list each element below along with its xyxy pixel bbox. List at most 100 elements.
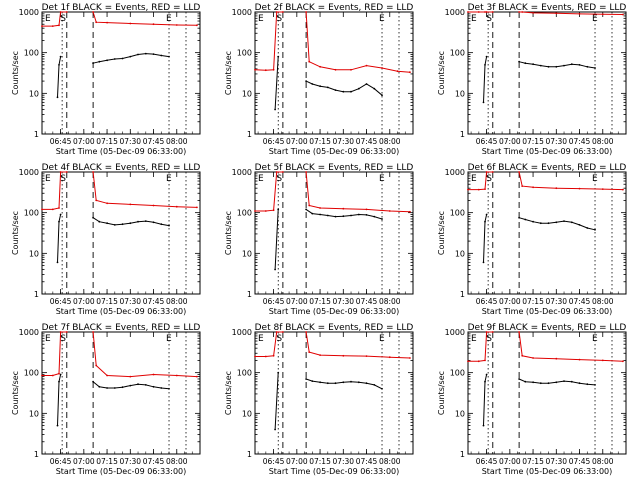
data-point (485, 171, 488, 173)
data-point (482, 261, 485, 264)
data-point (485, 55, 488, 58)
lld-series (41, 11, 198, 27)
e-marker: E (592, 14, 598, 24)
plot-frame (467, 171, 627, 295)
x-tick-label: 07:00 (286, 137, 308, 146)
data-point (578, 187, 581, 190)
data-point (311, 212, 314, 215)
x-axis-label: Start Time (05-Dec-09 06:33:00) (482, 147, 613, 156)
detector-panel: Det 5f BLACK = Events, RED = LLD 1 10 100 10… (224, 163, 414, 316)
x-tick-label: 07:15 (522, 297, 544, 306)
data-point (277, 208, 280, 211)
data-point (95, 199, 98, 202)
panel-title: Det 1f BLACK = Events, RED = LLD (42, 3, 201, 13)
data-point (539, 222, 542, 225)
x-tick-label: 07:45 (569, 137, 591, 146)
data-point (467, 11, 469, 13)
y-tick-label: 1000 (445, 328, 465, 337)
data-point (524, 218, 527, 221)
x-tick-label: 07:00 (286, 297, 308, 306)
events-series (482, 213, 596, 264)
lld-series (254, 11, 411, 74)
s-marker: S (486, 334, 492, 344)
data-point (175, 205, 178, 208)
data-point (484, 64, 486, 66)
data-point (59, 171, 62, 173)
data-point (175, 374, 178, 377)
e-marker: E (471, 174, 477, 184)
data-point (160, 54, 163, 57)
data-point (518, 60, 520, 63)
x-tick-label: 07:45 (569, 297, 591, 306)
data-point (373, 384, 376, 386)
data-point (160, 223, 163, 226)
data-point (482, 424, 485, 427)
data-point (65, 331, 68, 333)
events-series (56, 52, 170, 99)
data-point (319, 65, 321, 68)
x-tick-label: 06:45 (476, 457, 498, 466)
data-point (555, 65, 558, 68)
series-line (518, 171, 623, 191)
data-point (477, 360, 480, 363)
data-point (121, 223, 124, 226)
data-point (484, 11, 486, 13)
x-tick-label: 07:15 (96, 457, 118, 466)
e-marker: E (45, 334, 51, 344)
data-point (264, 355, 267, 358)
data-point (467, 188, 469, 191)
x-axis-label: Start Time (05-Dec-09 06:33:00) (482, 307, 613, 316)
panel-title: Det 4f BLACK = Events, RED = LLD (42, 163, 201, 173)
data-point (388, 356, 391, 359)
data-point (98, 385, 101, 388)
data-point (305, 331, 307, 333)
e-marker: E (45, 174, 51, 184)
series-line (305, 80, 383, 96)
data-point (319, 85, 321, 88)
data-point (58, 220, 60, 223)
data-point (254, 68, 256, 71)
e-marker: E (379, 14, 385, 24)
data-point (594, 67, 596, 69)
data-point (275, 171, 278, 173)
data-point (92, 11, 94, 13)
panel-title: Det 2f BLACK = Events, RED = LLD (255, 3, 414, 13)
data-point (168, 55, 170, 58)
events-series (482, 373, 596, 427)
events-series (274, 371, 383, 431)
data-point (137, 220, 139, 223)
lld-series (467, 331, 624, 363)
x-tick-label: 07:00 (499, 137, 521, 146)
data-point (51, 208, 54, 211)
data-point (532, 220, 534, 223)
data-point (92, 171, 94, 173)
e-marker: E (258, 334, 264, 344)
data-point (144, 220, 147, 223)
data-point (334, 68, 337, 71)
data-point (319, 354, 321, 356)
y-tick-label: 1 (460, 290, 465, 299)
x-tick-label: 07:15 (309, 137, 331, 146)
y-tick-label: 10 (29, 249, 39, 258)
y-axis-label: Counts/sec (11, 371, 20, 415)
x-tick-label: 07:00 (286, 457, 308, 466)
x-tick-label: 07:00 (73, 297, 95, 306)
data-point (342, 215, 345, 218)
data-point (539, 64, 542, 67)
x-tick-label: 07:00 (73, 457, 95, 466)
data-point (305, 208, 307, 211)
data-point (56, 96, 59, 99)
data-point (121, 386, 124, 389)
data-point (491, 331, 494, 333)
data-point (396, 70, 399, 73)
data-point (518, 171, 520, 173)
data-point (41, 374, 43, 377)
detector-panel: Det 7f BLACK = Events, RED = LLD 1 10 100 10… (11, 323, 201, 476)
x-tick-label: 06:45 (476, 137, 498, 146)
series-line (305, 171, 410, 213)
data-point (272, 354, 275, 357)
data-point (532, 381, 534, 384)
data-point (168, 387, 170, 390)
data-point (342, 354, 345, 357)
data-point (365, 64, 368, 67)
